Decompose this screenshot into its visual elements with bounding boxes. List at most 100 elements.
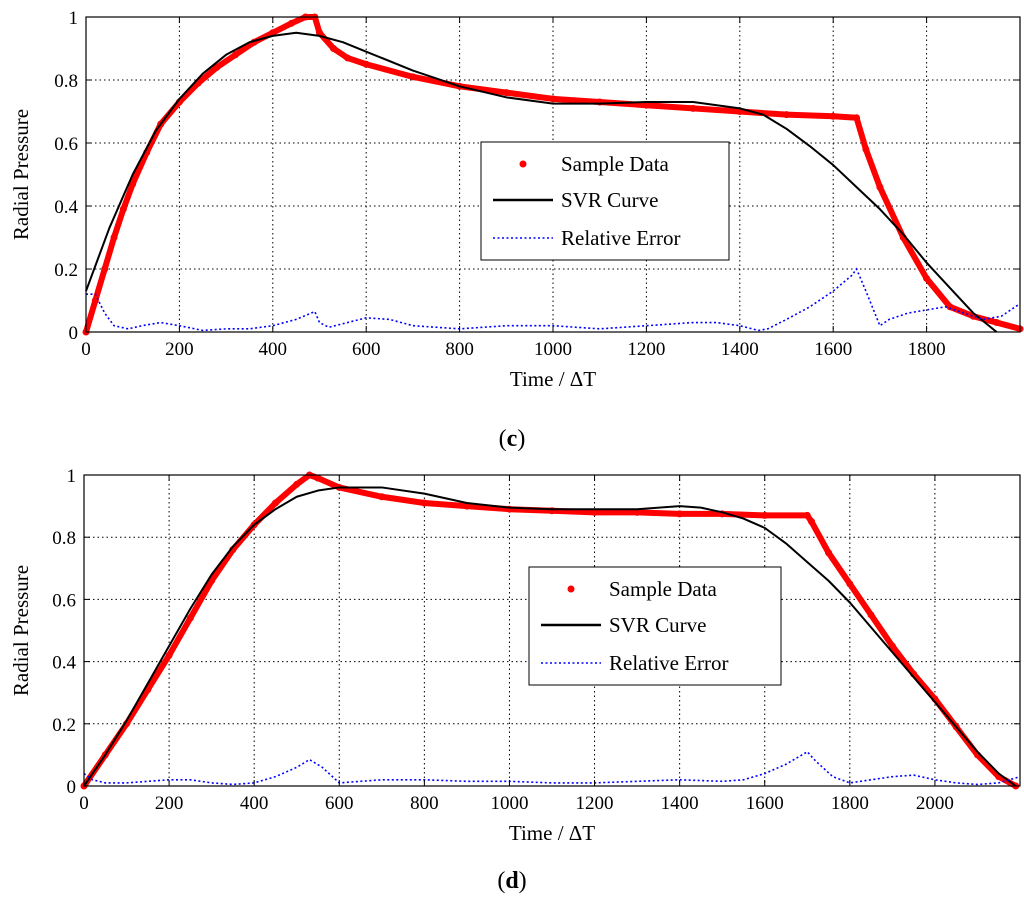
chart-d: 0 200 400 600 800 1000 1200 1400 1600 1800 2000 0 0.…	[9, 466, 1021, 894]
chart-d-x-tick-label-400: 400	[240, 793, 269, 814]
chart-c-series-sample-data-trail	[83, 14, 1023, 335]
chart-d-legend-relative-error: Relative Error	[609, 651, 729, 675]
chart-c-legend-swatches	[493, 160, 553, 239]
chart-d-y-tick-label-0: 0	[67, 777, 77, 798]
chart-c-sample-data-point-33	[876, 183, 884, 191]
chart-d-frame	[83, 474, 1021, 787]
chart-d-legend: Sample Data SVR Curve Relative Error	[528, 566, 782, 686]
chart-c-sample-data-point-36	[946, 303, 954, 311]
chart-d-sample-data-point-27	[846, 580, 854, 588]
chart-d-y-axis-label: Radial Pressure	[9, 565, 33, 696]
chart-c-sample-data-point-11	[231, 51, 239, 59]
chart-d-y-tick-label-1: 0.2	[52, 715, 76, 736]
chart-d-sample-data-point-9	[271, 499, 279, 507]
chart-c-x-tick-label-200: 200	[165, 339, 194, 360]
chart-c-x-tick-label-0: 0	[81, 339, 91, 360]
chart-c-sample-data-point-2	[101, 265, 109, 273]
chart-c-grid	[86, 17, 1020, 332]
chart-c-x-tick-label-400: 400	[259, 339, 288, 360]
chart-c-legend-swatch-sample-data	[519, 160, 527, 168]
chart-c-sample-data-point-26	[642, 101, 650, 109]
chart-d-series	[80, 471, 1021, 790]
chart-d-caption: (d)	[497, 868, 526, 894]
chart-d-x-tick-label-600: 600	[325, 793, 354, 814]
chart-d-x-tick-label-1400: 1400	[661, 793, 699, 814]
chart-d-x-tick-label-200: 200	[155, 793, 184, 814]
chart-c-sample-data-point-10	[213, 63, 221, 71]
chart-d-sample-data-point-24	[803, 511, 811, 519]
chart-c-series-relative-error	[86, 267, 1021, 332]
chart-d-caption-letter: d	[505, 868, 519, 894]
chart-d-x-tick-label-1000: 1000	[490, 793, 528, 814]
chart-c-x-tick-label-1000: 1000	[534, 339, 572, 360]
chart-d-sample-data-point-20	[633, 508, 641, 516]
chart-c-sample-data-point-4	[119, 205, 127, 213]
chart-c-sample-data-point-27	[689, 104, 697, 112]
chart-d-legend-svr-curve: SVR Curve	[609, 613, 706, 637]
chart-c-sample-data-point-3	[110, 234, 118, 241]
chart-c-y-tick-label-0: 0	[69, 323, 79, 344]
chart-c-sample-data-point-23	[502, 89, 510, 97]
chart-c-sample-data-point-21	[409, 73, 417, 81]
chart-d-x-tick-label-1200: 1200	[576, 793, 614, 814]
chart-c-sample-data-point-30	[829, 112, 837, 120]
chart-d-sample-data-point-19	[591, 508, 599, 516]
chart-c-y-tick-label-2: 0.4	[54, 197, 78, 218]
chart-c-sample-data-point-31	[853, 114, 861, 122]
chart-d-sample-data-point-23	[761, 511, 769, 519]
chart-d-x-tick-label-800: 800	[410, 793, 439, 814]
chart-c-x-tick-label-1400: 1400	[721, 339, 759, 360]
chart-d-sample-data-point-4	[165, 651, 173, 659]
chart-d-legend-swatch-sample-data	[567, 585, 575, 593]
chart-c-series-svr-curve	[85, 31, 998, 333]
chart-d-sample-data-point-15	[420, 499, 428, 507]
chart-d-sample-data-point-5	[186, 614, 194, 622]
chart-d-x-tick-label-1800: 1800	[831, 793, 869, 814]
chart-d-series-svr-curve	[83, 486, 1017, 787]
chart-c-sample-data-point-14	[287, 19, 295, 27]
chart-c-legend-svr-curve: SVR Curve	[561, 188, 658, 212]
chart-c-sample-data-point-18	[330, 45, 338, 52]
chart-c-caption-letter: c	[507, 426, 518, 452]
chart-c-series	[82, 13, 1024, 336]
chart-c-legend-relative-error: Relative Error	[561, 226, 681, 250]
chart-c-y-tick-label-1: 0.2	[54, 260, 78, 281]
chart-d-sample-data-point-29	[888, 642, 896, 650]
chart-c-sample-data-point-24	[549, 95, 557, 103]
chart-c-sample-data-point-17	[316, 29, 323, 37]
chart-c-x-tick-label-1800: 1800	[908, 339, 946, 360]
chart-d-sample-data-point-26	[825, 549, 833, 557]
chart-d-sample-data-point-21	[676, 510, 684, 518]
chart-c-x-tick-label-600: 600	[352, 339, 381, 360]
chart-c-sample-data-point-35	[923, 274, 931, 282]
chart-c-y-tick-label-3: 0.6	[54, 134, 78, 155]
chart-c-sample-data-point-32	[862, 145, 870, 153]
chart-c-x-tick-label-1200: 1200	[627, 339, 665, 360]
chart-d-sample-data-point-12	[314, 474, 322, 482]
chart-c-sample-data-point-5	[129, 180, 137, 188]
chart-c-caption: (c)	[499, 426, 526, 452]
chart-c-x-tick-label-800: 800	[445, 339, 474, 360]
chart-d-legend-swatches	[541, 585, 601, 664]
chart-d-legend-sample-data: Sample Data	[609, 577, 718, 601]
chart-d-y-tick-label-2: 0.4	[52, 653, 76, 674]
chart-c-y-tick-label-4: 0.8	[54, 71, 78, 92]
chart-c-sample-data-point-19	[344, 54, 352, 62]
chart-d-sample-data-point-10	[293, 480, 301, 488]
chart-c-sample-data-point-29	[783, 111, 790, 119]
chart-d-series-sample-data-trail	[81, 472, 1019, 789]
chart-c-x-axis-label: Time / ΔT	[510, 367, 596, 391]
chart-c-x-tick-label-1600: 1600	[814, 339, 852, 360]
chart-d-x-tick-label-0: 0	[79, 793, 89, 814]
chart-d-y-tick-label-3: 0.6	[52, 590, 76, 611]
chart-c-y-axis-label: Radial Pressure	[9, 109, 33, 240]
chart-c-ticks: 0 200 400 600 800 1000 1200 1400 1600 1800 0 0.2 0.4…	[54, 8, 1020, 360]
chart-c-sample-data-point-20	[362, 60, 370, 68]
chart-d-y-tick-label-4: 0.8	[52, 528, 76, 549]
chart-d-series-relative-error	[83, 750, 1021, 786]
chart-c-y-tick-label-5: 1	[69, 8, 79, 29]
chart-d-x-tick-label-2000: 2000	[916, 793, 954, 814]
chart-d-sample-data-point-25	[808, 518, 816, 526]
chart-d-x-axis-label: Time / ΔT	[509, 821, 595, 845]
chart-c-legend-sample-data: Sample Data	[561, 152, 670, 176]
